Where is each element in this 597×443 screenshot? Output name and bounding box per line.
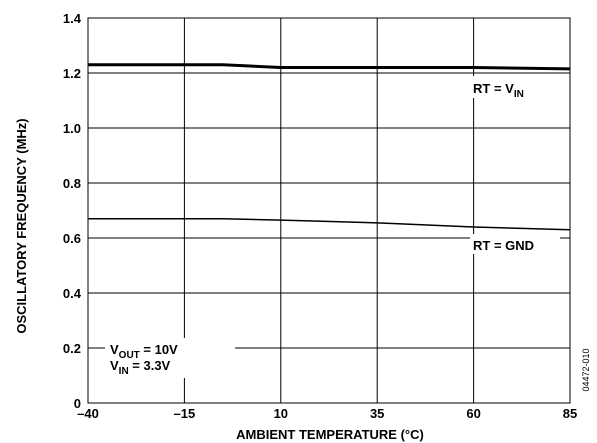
condition-vout: VOUT = 10V <box>110 342 178 361</box>
x-tick-labels: –40 –15 10 35 60 85 <box>77 406 577 421</box>
x-tick-label: 60 <box>466 406 480 421</box>
condition-vin: VIN = 3.3V <box>110 358 171 377</box>
y-tick-label: 0.4 <box>63 286 82 301</box>
y-tick-label: 0.6 <box>63 231 81 246</box>
y-tick-labels: 0 0.2 0.4 0.6 0.8 1.0 1.2 1.4 <box>63 11 82 411</box>
series-group <box>88 63 571 231</box>
y-axis-title: OSCILLATORY FREQUENCY (MHz) <box>14 118 29 333</box>
conditions-bg <box>105 338 235 378</box>
series-label-bg-rt-vin <box>470 76 552 98</box>
y-tick-label: 1.2 <box>63 66 81 81</box>
x-axis-title: AMBIENT TEMPERATURE (°C) <box>236 427 424 442</box>
y-tick-label: 1.4 <box>63 11 82 26</box>
x-tick-label: 10 <box>274 406 288 421</box>
figure-id: 04472-010 <box>581 348 591 391</box>
y-tick-label: 0.2 <box>63 341 81 356</box>
y-tick-label: 0.8 <box>63 176 81 191</box>
y-tick-label: 0 <box>74 396 81 411</box>
plot-frame <box>87 17 571 404</box>
series-label-bg-rt-gnd <box>470 234 560 254</box>
series-line-rt-gnd <box>88 217 571 231</box>
x-tick-label: 85 <box>563 406 577 421</box>
series-label-rt-gnd: RT = GND <box>473 238 534 253</box>
series-label-rt-vin: RT = VIN <box>473 81 524 100</box>
x-tick-label: –15 <box>174 406 196 421</box>
series-line-rt-vin <box>88 63 571 71</box>
y-tick-label: 1.0 <box>63 121 81 136</box>
x-tick-label: –40 <box>77 406 99 421</box>
x-tick-label: 35 <box>370 406 384 421</box>
